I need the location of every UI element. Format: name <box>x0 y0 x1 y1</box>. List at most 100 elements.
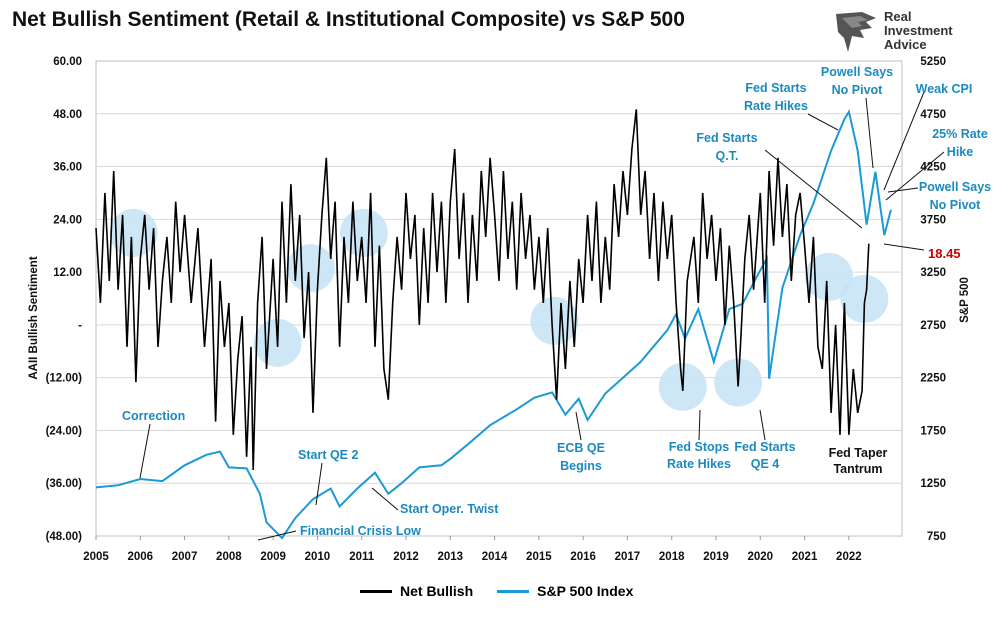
annotation-no-pivot-1: No Pivot <box>832 83 884 97</box>
event-circle <box>339 208 388 257</box>
logo-text: Real Investment Advice <box>884 10 953 52</box>
annotation-no-pivot-2: No Pivot <box>930 198 982 212</box>
y-left-tick-label: 48.00 <box>53 109 82 121</box>
y-left-tick-label: (24.00) <box>46 425 83 437</box>
annotation-qt: Q.T. <box>716 149 739 163</box>
annotation-correction: Correction <box>122 409 185 423</box>
y-left-tick-label: 36.00 <box>53 162 82 174</box>
legend-swatch-net-bullish <box>360 589 392 593</box>
annotation-fed-starts-qt: Fed Starts <box>696 131 757 145</box>
annotation-leader-line <box>315 462 323 506</box>
annotation-leader-line <box>865 97 874 169</box>
y-right-tick-label: 2250 <box>920 373 946 385</box>
eagle-logo-icon <box>836 12 876 52</box>
sp500-line <box>95 109 892 540</box>
x-tick-label: 2018 <box>659 551 685 563</box>
y-right-tick-label: 5250 <box>920 56 946 68</box>
annotation-qe4: QE 4 <box>751 457 780 471</box>
annotation-leader-line <box>885 151 945 201</box>
logo-line-1: Real <box>884 9 912 24</box>
annotation-fed-stops-rate-hikes: Rate Hikes <box>667 457 731 471</box>
y-right-tick-label: 4250 <box>920 162 946 174</box>
annotation-leader-line <box>887 187 919 193</box>
y-right-tick-label: 4750 <box>920 109 946 121</box>
annotation-leader-line <box>139 423 151 479</box>
x-tick-label: 2015 <box>526 551 552 563</box>
event-circle <box>286 244 335 293</box>
y-left-tick-label: 12.00 <box>53 267 82 279</box>
y-left-tick-label: (48.00) <box>46 531 83 543</box>
annotation-fed-starts-qe4: Fed Starts <box>734 440 795 454</box>
x-tick-label: 2010 <box>305 551 331 563</box>
x-tick-label: 2017 <box>615 551 641 563</box>
x-tick-label: 2009 <box>260 551 286 563</box>
annotation-leader-line <box>807 113 839 131</box>
y-left-axis-title: AAII Bullish Sentiment <box>28 256 40 379</box>
chart-title: Net Bullish Sentiment (Retail & Institut… <box>12 8 685 31</box>
y-left-tick-label: 24.00 <box>53 214 82 226</box>
x-tick-label: 2012 <box>393 551 419 563</box>
annotation-ecb-begins: Begins <box>560 459 602 473</box>
legend-label-net-bullish: Net Bullish <box>400 583 474 599</box>
y-right-tick-label: 1750 <box>920 425 946 437</box>
x-tick-label: 2019 <box>703 551 729 563</box>
annotation-rate-hikes: Rate Hikes <box>744 99 808 113</box>
annotation-start-qe2: Start QE 2 <box>298 448 358 462</box>
annotation-fed-stops: Fed Stops <box>669 440 729 454</box>
event-circle <box>530 296 579 345</box>
y-right-tick-label: 3750 <box>920 214 946 226</box>
y-right-tick-label: 2750 <box>920 320 946 332</box>
legend-item-sp500: S&P 500 Index <box>497 583 633 599</box>
annotation-leader-line <box>257 530 297 541</box>
annotation-leader-line <box>883 243 925 251</box>
annotation-financial-crisis-low: Financial Crisis Low <box>300 524 421 538</box>
legend-swatch-sp500 <box>497 589 530 593</box>
x-tick-label: 2020 <box>747 551 773 563</box>
logo-line-2: Investment <box>884 23 953 38</box>
annotation-start-oper-twist: Start Oper. Twist <box>400 502 499 516</box>
annotation-leader-line <box>883 91 925 191</box>
last-value-label: 18.45 <box>928 246 961 261</box>
annotation-powell-says-2: Powell Says <box>919 180 991 194</box>
annotation-powell-says-1: Powell Says <box>821 65 893 79</box>
x-tick-label: 2021 <box>792 551 818 563</box>
x-tick-label: 2008 <box>216 551 242 563</box>
x-tick-label: 2016 <box>570 551 596 563</box>
annotation-leader-line <box>764 149 863 229</box>
annotation-fed-taper: Fed Taper <box>829 446 888 460</box>
logo-line-3: Advice <box>884 37 927 52</box>
legend-label-sp500: S&P 500 Index <box>537 583 634 599</box>
annotation-25-rate: 25% Rate <box>932 127 988 141</box>
legend: Net Bullish S&P 500 Index <box>360 583 633 599</box>
annotation-weak-cpi: Weak CPI <box>916 82 973 96</box>
plot-frame <box>95 60 903 537</box>
annotation-leader-line <box>698 409 701 441</box>
x-tick-label: 2022 <box>836 551 862 563</box>
y-left-tick-label: (12.00) <box>46 373 83 385</box>
net-bullish-line <box>95 109 870 471</box>
axis-ticks: 60.00 48.00 36.00 24.00 12.00 - (12.00) (24.00)… <box>46 56 946 563</box>
annotation-fed-starts-rate-hikes: Fed Starts <box>745 81 806 95</box>
annotation-tantrum: Tantrum <box>833 462 882 476</box>
event-circles <box>109 208 889 411</box>
y-left-tick-label: (36.00) <box>46 478 83 490</box>
y-right-tick-label: 750 <box>927 531 946 543</box>
x-tick-label: 2005 <box>83 551 109 563</box>
y-right-tick-label: 1250 <box>920 478 946 490</box>
annotation-leaders <box>139 91 945 541</box>
legend-item-net-bullish: Net Bullish <box>360 583 473 599</box>
annotation-leader-line <box>759 409 766 441</box>
x-tick-label: 2006 <box>127 551 153 563</box>
y-left-tick-label: - <box>78 320 82 332</box>
x-tick-label: 2011 <box>349 551 375 563</box>
y-right-axis-title: S&P 500 <box>959 277 971 323</box>
logo: Real Investment Advice <box>832 8 1002 56</box>
x-tick-label: 2014 <box>482 551 508 563</box>
x-tick-label: 2013 <box>437 551 463 563</box>
x-tick-label: 2007 <box>172 551 198 563</box>
annotation-leader-line <box>575 411 582 441</box>
annotation-hike: Hike <box>947 145 973 159</box>
annotation-leader-line <box>371 487 399 511</box>
annotation-ecb-qe: ECB QE <box>557 441 605 455</box>
